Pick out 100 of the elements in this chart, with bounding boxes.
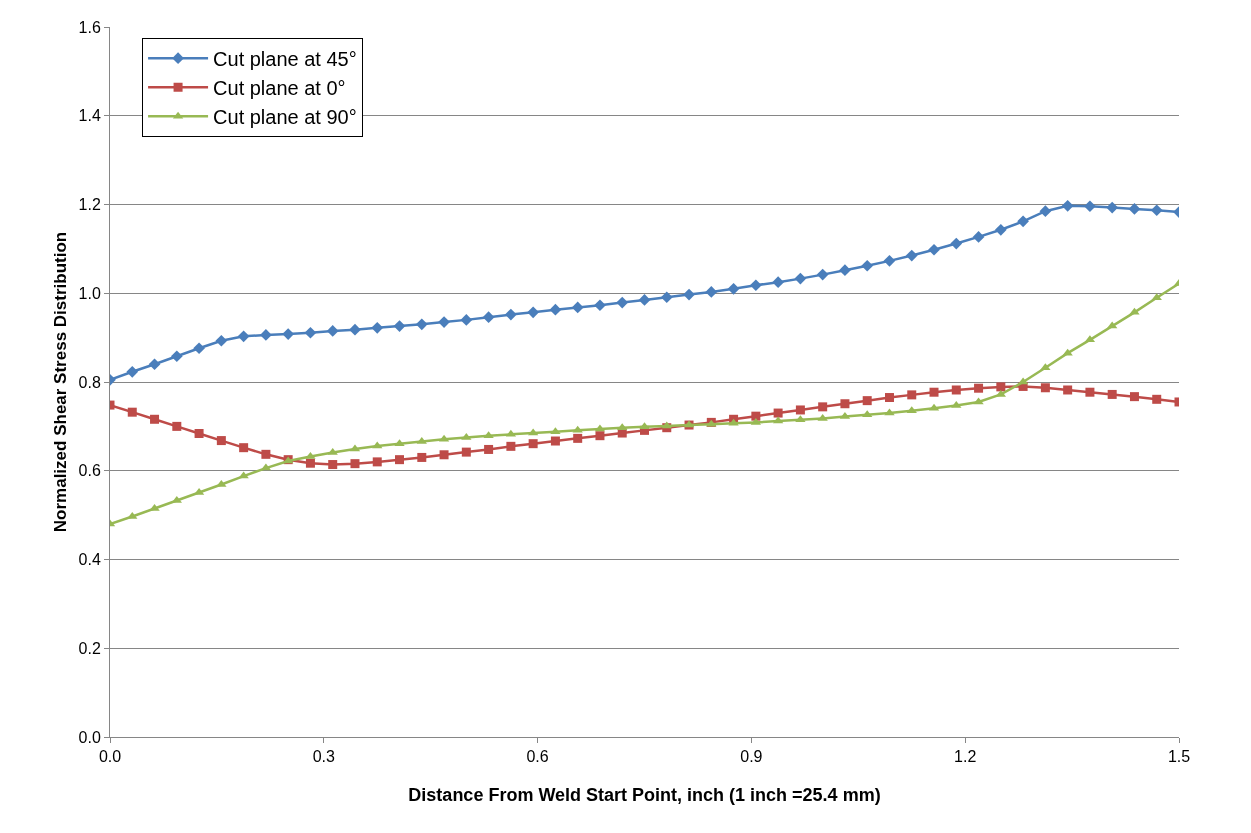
legend-label: Cut plane at 45° [213,47,357,70]
point [794,272,807,285]
point [972,231,985,243]
point [884,408,895,416]
point [372,457,382,467]
point [884,393,894,403]
point [907,390,917,400]
y-tick-label: 0.2 [78,639,101,657]
point [193,342,205,355]
point [439,450,449,460]
x-axis-title: Distance From Weld Start Point, inch (1 inch =25.4 mm) [408,785,881,805]
point [304,326,317,339]
point [816,268,829,281]
point [772,276,784,289]
point [616,296,629,309]
point [1128,203,1141,215]
point [661,421,672,429]
point [571,301,584,314]
point [461,432,472,440]
point [170,350,183,363]
point [506,441,516,451]
point [818,402,828,412]
point [549,303,562,316]
x-tick-label: 1.5 [1167,748,1191,766]
point [1152,394,1162,404]
point [862,396,872,406]
point [1061,199,1074,212]
point [126,365,139,378]
point [1040,383,1050,393]
point [172,421,182,431]
point [996,382,1006,392]
point [639,422,650,430]
legend-label: Cut plane at 90° [213,105,357,128]
point [773,408,783,418]
point [326,325,339,337]
point [215,334,228,347]
point [527,306,539,319]
point [149,503,160,511]
point [973,397,984,405]
point [751,411,761,421]
point [350,459,360,469]
point [928,243,940,256]
point [349,323,361,336]
y-tick-label: 0.8 [78,373,101,391]
x-tick-label: 1.2 [954,748,977,766]
x-tick-label: 0.6 [526,748,549,766]
point [237,330,250,343]
point [1106,201,1119,214]
point [727,282,740,295]
point [415,318,428,331]
point [683,288,695,301]
point [216,436,226,446]
point [372,441,383,449]
point [328,460,338,470]
y-tick-label: 1.6 [78,18,101,36]
point [150,414,160,424]
point [528,439,538,449]
point [461,447,471,457]
point [194,428,204,438]
point [862,410,873,418]
point [127,407,137,417]
x-tick-label: 0.3 [312,748,336,766]
point [817,413,828,421]
point [906,406,917,414]
point [795,405,805,415]
point [573,433,583,443]
point [929,387,939,397]
point [305,458,315,468]
point [484,444,494,454]
point [261,449,271,459]
legend-label: Cut plane at 0° [213,76,346,99]
point [728,418,739,426]
point [840,399,850,409]
point [393,320,406,332]
point [371,322,384,334]
point [660,291,673,304]
point [595,431,605,441]
y-tick-label: 0.6 [78,462,101,480]
point [594,299,606,312]
point [1039,205,1052,218]
point [460,314,473,326]
point [1084,200,1096,213]
x-tick-label: 0.9 [740,748,763,766]
point [974,383,984,393]
y-tick-label: 1.4 [78,107,101,125]
x-tick-label: 0.0 [98,748,122,766]
y-tick-label: 0.0 [78,728,101,746]
point [417,452,427,462]
point [1040,363,1051,371]
point [239,443,249,453]
y-axis-title: Normalized Shear Stress Distribution [51,231,70,533]
point [1063,385,1073,395]
y-tick-label: 1.0 [78,284,101,302]
point [1085,387,1095,397]
point [951,385,961,395]
point [505,308,517,321]
point [994,223,1007,236]
point [1129,307,1140,315]
point [416,436,427,444]
point [1129,392,1139,402]
